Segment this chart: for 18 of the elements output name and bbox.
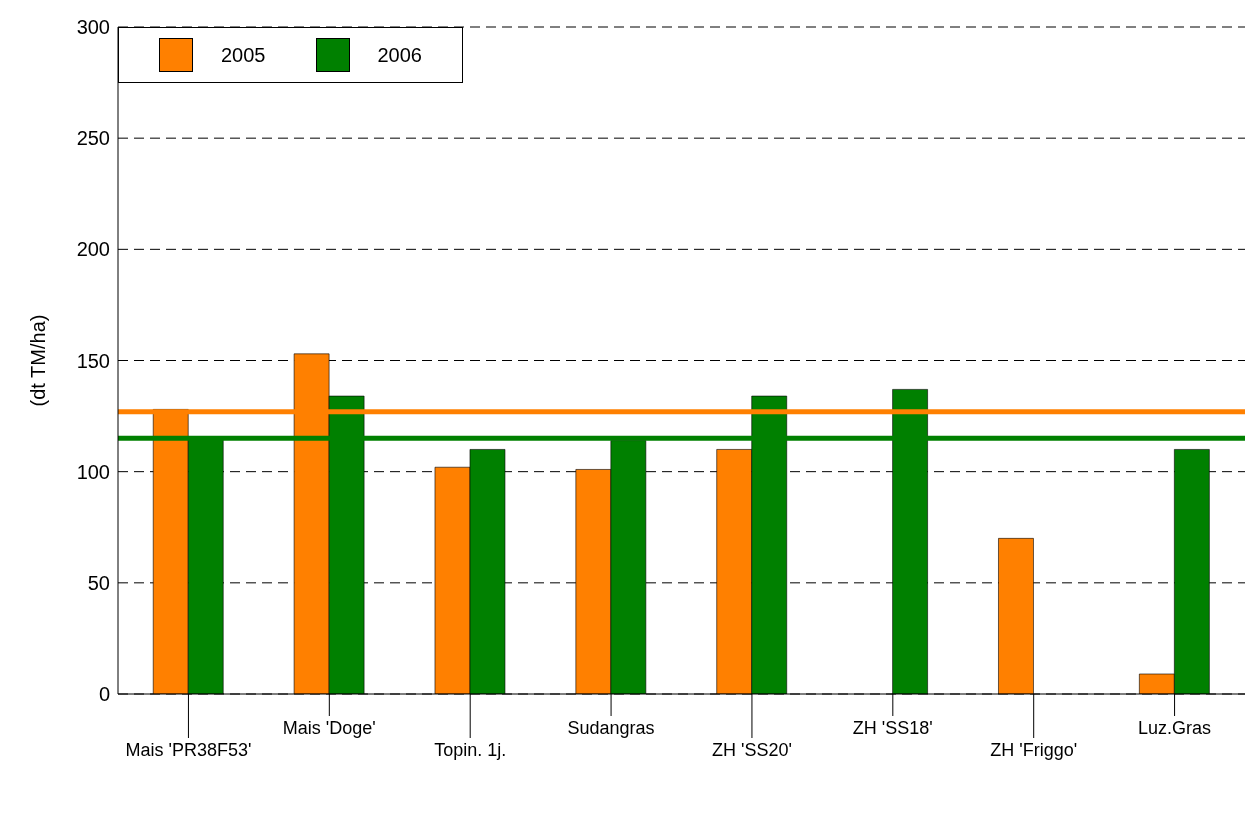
- y-tick-label: 100: [76, 460, 110, 483]
- x-tick-label: Mais 'Doge': [282, 718, 376, 738]
- y-tick-label: 0: [98, 683, 110, 706]
- x-tick-label: Topin. 1j.: [434, 740, 507, 760]
- y-tick-label: 250: [76, 127, 110, 150]
- legend-label: 2006: [377, 43, 422, 67]
- x-tick-label: ZH 'SS20': [711, 740, 792, 760]
- x-tick-label: Sudangras: [567, 718, 655, 738]
- legend-label: 2005: [221, 43, 266, 67]
- y-tick-label: 300: [76, 16, 110, 39]
- x-tick-label: ZH 'SS18': [852, 718, 933, 738]
- y-tick-label: 150: [76, 349, 110, 372]
- y-tick-label: 200: [76, 238, 110, 261]
- y-axis-title: (dt TM/ha): [27, 314, 50, 407]
- x-tick-label: Mais 'PR38F53': [125, 740, 252, 760]
- x-tick-label: ZH 'Friggo': [990, 740, 1078, 760]
- y-tick-label: 50: [87, 571, 110, 594]
- x-tick-label: Luz.Gras: [1138, 718, 1212, 738]
